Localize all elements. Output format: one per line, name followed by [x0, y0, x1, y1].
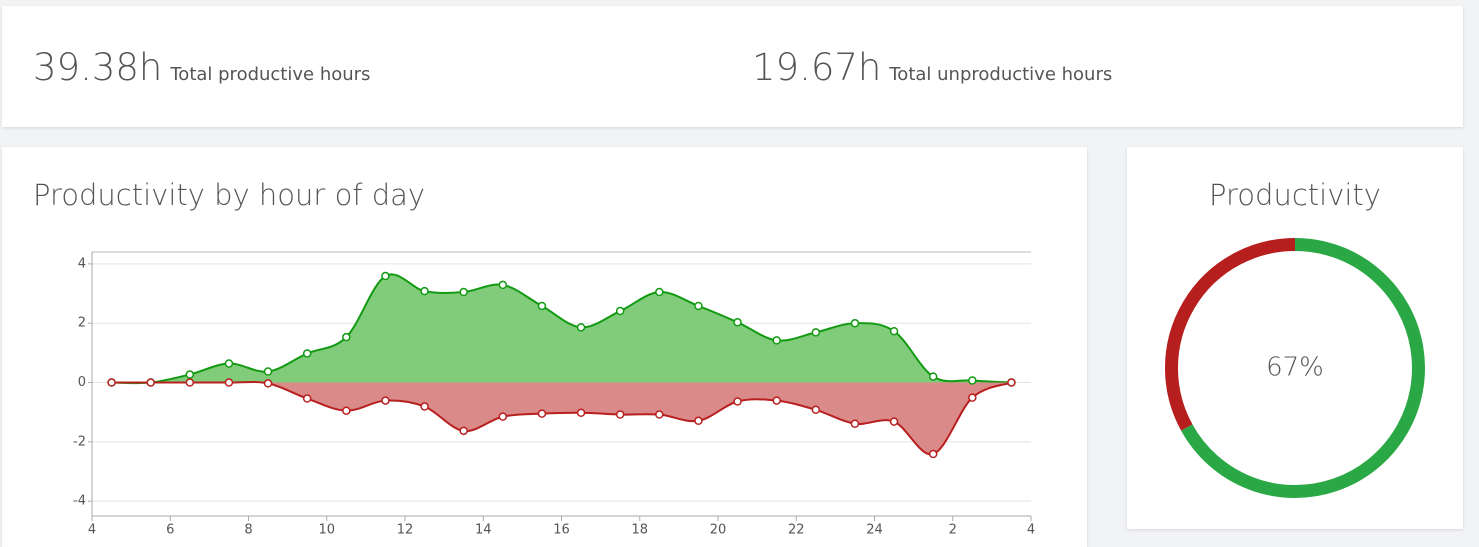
data-point	[224, 359, 234, 368]
stat-label: Total unproductive hours	[889, 64, 1113, 85]
data-point	[928, 449, 938, 459]
data-point	[811, 405, 821, 415]
data-point	[655, 410, 664, 419]
stat-value: 19.67h	[752, 46, 882, 89]
data-point	[850, 419, 860, 428]
data-point	[537, 409, 547, 418]
data-point	[459, 287, 468, 297]
stat: 39.38h Total productive hours	[33, 46, 370, 89]
data-point	[498, 412, 508, 421]
stat-label: Total productive hours	[170, 64, 371, 85]
stat: 19.67h Total unproductive hours	[752, 46, 1112, 89]
data-point	[381, 271, 390, 281]
data-point	[615, 410, 625, 419]
data-point	[772, 396, 781, 405]
data-point	[655, 287, 664, 297]
data-point	[694, 301, 703, 311]
data-point	[263, 379, 273, 388]
data-point	[185, 370, 195, 379]
data-point	[302, 394, 312, 403]
data-point	[928, 372, 938, 381]
x-tick-label: 6	[166, 523, 174, 538]
x-tick-label: 14	[475, 523, 492, 538]
data-point	[968, 393, 977, 402]
y-tick-label: 2	[78, 316, 86, 331]
data-point	[342, 406, 351, 415]
y-tick-label: -4	[73, 494, 86, 509]
data-point	[811, 328, 821, 337]
x-tick-label: 8	[244, 523, 252, 538]
area-fill	[111, 381, 1012, 455]
data-point	[889, 326, 899, 336]
data-point	[615, 306, 625, 316]
chart-title: Productivity by hour of day	[33, 178, 425, 212]
data-point	[733, 397, 742, 406]
x-tick-label: 16	[553, 523, 570, 538]
x-tick-label: 4	[1027, 523, 1035, 538]
data-point	[576, 323, 586, 332]
data-point	[107, 378, 116, 387]
x-tick-label: 10	[318, 523, 335, 538]
data-point	[576, 408, 586, 418]
x-tick-label: 24	[866, 523, 883, 538]
chart-title: Productivity	[1209, 178, 1381, 212]
y-tick-label: 4	[78, 256, 86, 271]
data-point	[302, 349, 312, 358]
data-point	[185, 378, 195, 387]
data-point	[146, 378, 155, 387]
x-tick-label: 22	[788, 523, 805, 538]
x-tick-label: 4	[88, 523, 96, 538]
data-point	[1007, 378, 1016, 387]
data-point	[498, 280, 508, 290]
donut-slice	[1181, 238, 1425, 498]
x-tick-label: 20	[710, 523, 727, 538]
data-point	[537, 301, 547, 311]
area-fill	[111, 274, 1012, 384]
stat-value: 39.38h	[33, 46, 163, 89]
data-point	[224, 378, 234, 387]
data-point	[889, 417, 899, 426]
donut-card	[1127, 147, 1463, 529]
x-tick-label: 2	[949, 523, 957, 538]
x-tick-label: 12	[397, 523, 414, 538]
donut-slice	[1165, 238, 1296, 431]
data-point	[381, 396, 390, 405]
y-tick-label: 0	[78, 375, 86, 390]
y-tick-label: -2	[73, 434, 86, 449]
data-point	[968, 376, 977, 385]
summary-card: 39.38h Total productive hours 19.67h Total…	[2, 6, 1463, 127]
data-point	[342, 332, 351, 342]
data-point	[420, 402, 429, 411]
data-point	[694, 416, 703, 426]
data-point	[733, 318, 742, 327]
data-point	[263, 367, 273, 376]
data-point	[772, 336, 781, 345]
data-point	[459, 426, 468, 436]
data-point	[850, 318, 860, 328]
data-point	[420, 286, 429, 296]
donut-center-label: 67%	[1266, 353, 1324, 383]
x-tick-label: 18	[631, 523, 648, 538]
